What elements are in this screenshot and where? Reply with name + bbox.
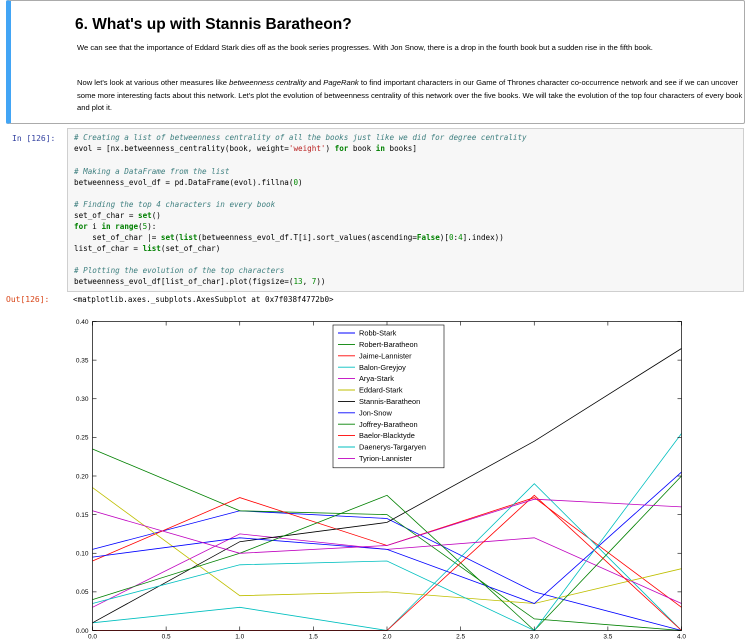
x-tick-label: 2.5 (456, 634, 465, 641)
y-tick-label: 0.00 (76, 628, 89, 635)
code-line-7: for i in range(5): (74, 222, 157, 231)
y-tick-label: 0.25 (76, 435, 89, 442)
y-tick-label: 0.05 (76, 589, 89, 596)
y-tick-label: 0.10 (76, 551, 89, 558)
series-line-robert-baratheon (92, 448, 682, 631)
markdown-cell[interactable]: 6. What's up with Stannis Baratheon? We … (6, 0, 745, 124)
legend-label: Balon-Greyjoy (359, 363, 406, 372)
series-line-balon-greyjoy (92, 483, 682, 631)
legend-label: Arya-Stark (359, 374, 394, 383)
code-editor[interactable]: # Creating a list of betweenness central… (67, 128, 744, 292)
code-line-3: # Making a DataFrame from the list (74, 167, 230, 176)
x-tick-label: 0.5 (162, 634, 171, 641)
y-tick-label: 0.40 (76, 319, 89, 326)
legend-label: Baelor-Blacktyde (359, 431, 415, 440)
x-tick-label: 0.0 (88, 634, 97, 641)
series-line-eddard-stark (92, 487, 682, 604)
code-line-9: list_of_char = list(set_of_char) (74, 244, 221, 253)
series-line-joffrey-baratheon (92, 475, 682, 632)
series-line-baelor-blacktyde (92, 494, 682, 631)
code-line-2: evol = [nx.betweenness_centrality(book, … (74, 144, 417, 153)
code-line-8: set_of_char |= set(list(betweenness_evol… (74, 233, 504, 242)
legend-label: Tyrion-Lannister (359, 454, 413, 463)
markdown-paragraph-2: Now let's look at various other measures… (77, 78, 743, 113)
legend-box (332, 324, 445, 469)
y-tick-label: 0.35 (76, 357, 89, 364)
series-line-jon-snow (92, 471, 682, 604)
markdown-paragraph-1: We can see that the importance of Eddard… (77, 43, 653, 52)
legend-label: Robert-Baratheon (359, 340, 418, 349)
pagerank-term: PageRank (323, 78, 359, 87)
x-tick-label: 2.0 (382, 634, 391, 641)
series-line-tyrion-lannister (92, 498, 682, 554)
input-prompt: In [126]: (12, 134, 56, 143)
legend-label: Eddard-Stark (359, 386, 403, 395)
code-line-1: # Creating a list of betweenness central… (74, 133, 527, 142)
y-tick-label: 0.20 (76, 473, 89, 480)
x-tick-label: 3.5 (603, 634, 612, 641)
series-line-arya-stark (92, 533, 682, 608)
code-line-10: # Plotting the evolution of the top char… (74, 266, 285, 275)
legend-label: Daenerys-Targaryen (359, 443, 426, 452)
output-prompt: Out[126]: (6, 295, 50, 304)
series-line-stannis-baratheon (92, 348, 682, 624)
y-tick-label: 0.15 (76, 512, 89, 519)
series-line-daenerys-targaryen (92, 433, 682, 632)
legend-label: Stannis-Baratheon (359, 397, 420, 406)
legend-label: Robb-Stark (359, 329, 397, 338)
plot-frame (92, 321, 682, 631)
section-heading: 6. What's up with Stannis Baratheon? (75, 16, 352, 33)
legend-label: Jaime-Lannister (359, 351, 412, 360)
betweenness-centrality-term: betweenness centrality (229, 78, 307, 87)
code-line-4: betweenness_evol_df = pd.DataFrame(evol)… (74, 178, 303, 187)
x-tick-label: 3.0 (530, 634, 539, 641)
code-line-5: # Finding the top 4 characters in every … (74, 200, 276, 209)
y-tick-label: 0.30 (76, 396, 89, 403)
legend-label: Joffrey-Baratheon (359, 420, 418, 429)
code-line-6: set_of_char = set() (74, 211, 161, 220)
code-line-11: betweenness_evol_df[list_of_char].plot(f… (74, 277, 326, 286)
series-line-robb-stark (92, 510, 682, 631)
x-tick-label: 4.0 (677, 634, 686, 641)
x-tick-label: 1.5 (309, 634, 318, 641)
series-line-jaime-lannister (92, 497, 682, 608)
x-tick-label: 1.0 (235, 634, 244, 641)
output-text: <matplotlib.axes._subplots.AxesSubplot a… (73, 295, 334, 304)
legend-label: Jon-Snow (359, 408, 393, 417)
